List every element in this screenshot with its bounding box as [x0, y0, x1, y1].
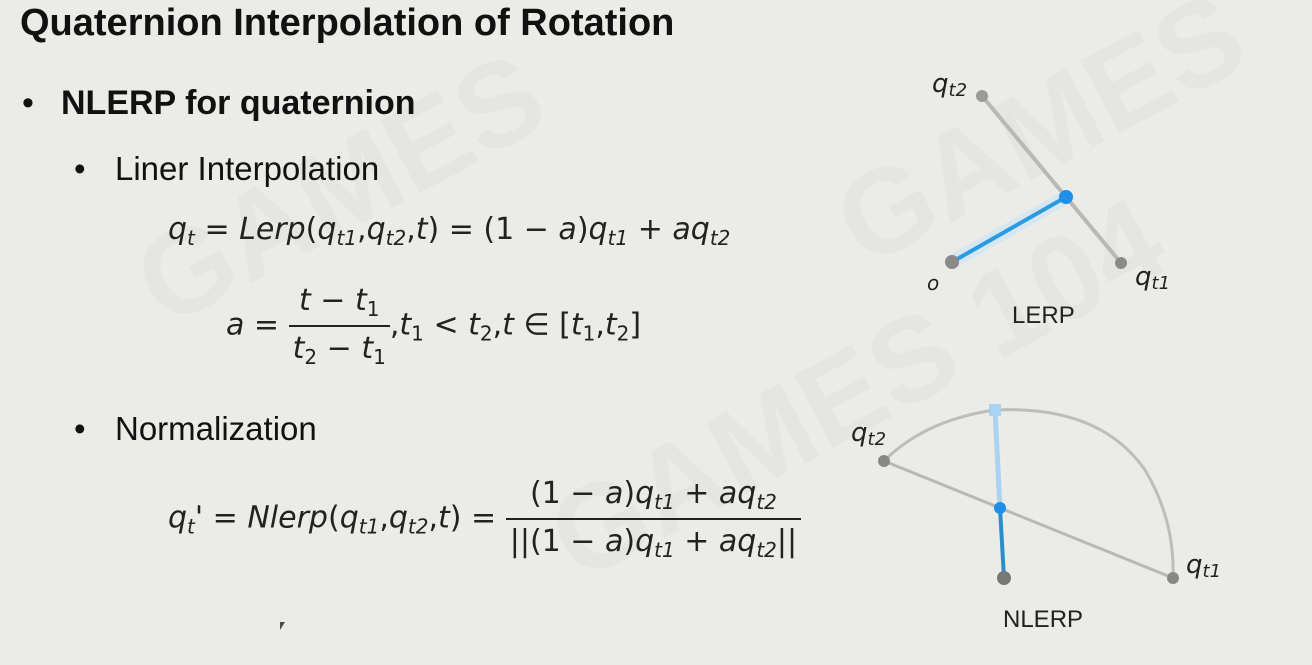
point-qt-normalized [989, 404, 1001, 416]
point-qt1 [1167, 572, 1179, 584]
fraction: t − t1 t2 − t1 [288, 283, 390, 369]
label-origin: o [927, 271, 939, 295]
sub-bullet-linear: • Liner Interpolation [74, 150, 379, 188]
lerp-caption: LERP [1012, 302, 1075, 329]
nlerp-chord [883, 459, 1174, 580]
point-qt2 [976, 90, 988, 102]
equation-lerp: qt = Lerp(qt1,qt2,t) = (1 − a)qt1 + aqt2 [168, 212, 731, 250]
lerp-diagram: qt2 qt1 o LERP [927, 69, 1170, 329]
bullet-label: NLERP for quaternion [61, 84, 416, 122]
nlerp-caption: NLERP [1003, 606, 1083, 633]
point-origin [997, 571, 1011, 585]
bullet-dot: • [74, 410, 86, 447]
bullet-nlerp: • NLERP for quaternion [22, 84, 416, 123]
point-qt2 [878, 455, 890, 467]
label-qt1: qt1 [1135, 262, 1170, 294]
label-qt2: qt2 [851, 418, 886, 450]
label-qt1: qt1 [1186, 550, 1221, 582]
unit-arc [882, 408, 1175, 579]
bullet-dot: • [22, 84, 34, 122]
slide-title: Quaternion Interpolation of Rotation [20, 2, 675, 44]
normalized-projection [992, 409, 1003, 509]
equation-nlerp: qt' = Nlerp(qt1,qt2,t) = (1 − a)qt1 + aq… [168, 476, 802, 562]
fraction: (1 − a)qt1 + aqt2 ||(1 − a)qt1 + aqt2|| [505, 476, 802, 562]
equation-alpha: a = t − t1 t2 − t1 ,t1 < t2,t ∈ [t1,t2] [226, 283, 642, 369]
point-qt1 [1115, 257, 1127, 269]
point-qt [1059, 190, 1073, 204]
lerp-segment [980, 94, 1123, 265]
point-origin [945, 255, 959, 269]
bullet-dot: • [74, 150, 86, 187]
sub-bullet-label: Normalization [115, 410, 317, 447]
lerp-vector [951, 195, 1067, 264]
nlerp-diagram: qt2 qt1 NLERP [851, 404, 1221, 633]
mouse-cursor-icon [280, 622, 285, 630]
nlerp-vector [998, 507, 1006, 579]
sub-bullet-normalization: • Normalization [74, 410, 317, 448]
sub-bullet-label: Liner Interpolation [115, 150, 380, 187]
point-qt [994, 502, 1006, 514]
label-qt2: qt2 [932, 69, 967, 101]
